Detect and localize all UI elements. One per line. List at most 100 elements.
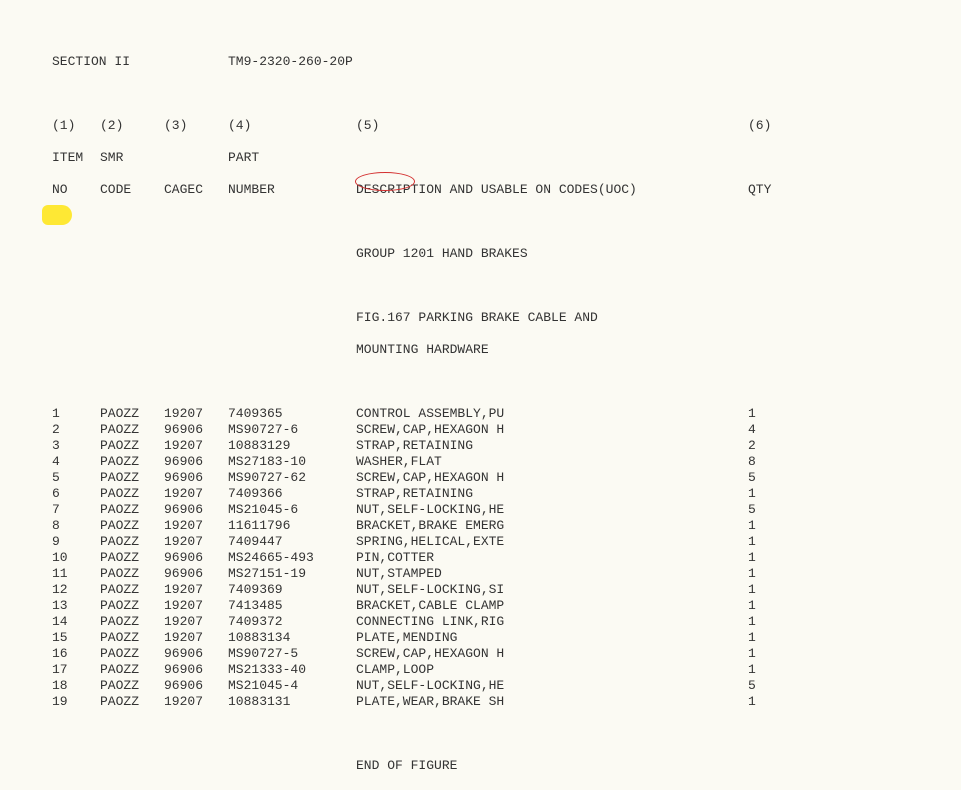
col-part-number: 7409365 <box>228 406 356 422</box>
col-part-number: 10883131 <box>228 694 356 710</box>
col-smr-code: PAOZZ <box>100 694 164 710</box>
figure-line-2: MOUNTING HARDWARE <box>52 342 788 358</box>
col-item-no: 15 <box>52 630 100 646</box>
col-smr-code: PAOZZ <box>100 470 164 486</box>
col-description: SCREW,CAP,HEXAGON H <box>356 422 748 438</box>
figure-line-1: FIG.167 PARKING BRAKE CABLE AND <box>52 310 788 326</box>
col-item-no: 2 <box>52 422 100 438</box>
col-qty: 1 <box>748 486 788 502</box>
col-item-no: 17 <box>52 662 100 678</box>
col-item-no: 18 <box>52 678 100 694</box>
table-row: 9PAOZZ192077409447SPRING,HELICAL,EXTE1 <box>52 534 788 550</box>
section-label: SECTION II <box>52 54 100 70</box>
col-smr-code: PAOZZ <box>100 566 164 582</box>
col-item-no: 8 <box>52 518 100 534</box>
col-description: NUT,SELF-LOCKING,HE <box>356 502 748 518</box>
col-part-number: MS90727-62 <box>228 470 356 486</box>
table-row: 19PAOZZ1920710883131PLATE,WEAR,BRAKE SH1 <box>52 694 788 710</box>
col-item-no: 11 <box>52 566 100 582</box>
col-item-no: 7 <box>52 502 100 518</box>
blank-line <box>52 86 788 102</box>
table-row: 3PAOZZ1920710883129STRAP,RETAINING2 <box>52 438 788 454</box>
col-description: WASHER,FLAT <box>356 454 748 470</box>
col-smr-code: PAOZZ <box>100 550 164 566</box>
col-smr-code: PAOZZ <box>100 502 164 518</box>
table-row: 12PAOZZ192077409369NUT,SELF-LOCKING,SI1 <box>52 582 788 598</box>
col-part-number: MS27183-10 <box>228 454 356 470</box>
table-row: 8PAOZZ1920711611796BRACKET,BRAKE EMERG1 <box>52 518 788 534</box>
col-item-no: 6 <box>52 486 100 502</box>
col-qty: 1 <box>748 550 788 566</box>
col-item-no: 5 <box>52 470 100 486</box>
col-description: CONTROL ASSEMBLY,PU <box>356 406 748 422</box>
col-smr-code: PAOZZ <box>100 534 164 550</box>
col-description: NUT,SELF-LOCKING,SI <box>356 582 748 598</box>
col-description: NUT,STAMPED <box>356 566 748 582</box>
col-description: PLATE,WEAR,BRAKE SH <box>356 694 748 710</box>
blank-line <box>52 726 788 742</box>
col-part-number: 10883129 <box>228 438 356 454</box>
col-description: NUT,SELF-LOCKING,HE <box>356 678 748 694</box>
table-row: 18PAOZZ96906MS21045-4NUT,SELF-LOCKING,HE… <box>52 678 788 694</box>
group-line: GROUP 1201 HAND BRAKES <box>52 246 788 262</box>
col-description: STRAP,RETAINING <box>356 486 748 502</box>
col-qty: 1 <box>748 534 788 550</box>
manual-number: TM9-2320-260-20P <box>228 54 356 70</box>
col-part-number: 7409447 <box>228 534 356 550</box>
col-description: SPRING,HELICAL,EXTE <box>356 534 748 550</box>
col-qty: 1 <box>748 646 788 662</box>
col-description: SCREW,CAP,HEXAGON H <box>356 470 748 486</box>
col-smr-code: PAOZZ <box>100 438 164 454</box>
col-smr-code: PAOZZ <box>100 454 164 470</box>
col-item-no: 1 <box>52 406 100 422</box>
col-description: CONNECTING LINK,RIG <box>356 614 748 630</box>
col-item-no: 13 <box>52 598 100 614</box>
col-qty: 1 <box>748 582 788 598</box>
col-cagec: 19207 <box>164 694 228 710</box>
column-numbers: (1)(2)(3)(4)(5)(6) <box>52 118 788 134</box>
header-line-1: SECTION II TM9-2320-260-20P <box>52 54 788 70</box>
col-qty: 5 <box>748 470 788 486</box>
col-cagec: 96906 <box>164 550 228 566</box>
col-item-no: 12 <box>52 582 100 598</box>
col-item-no: 9 <box>52 534 100 550</box>
col-qty: 5 <box>748 502 788 518</box>
table-row: 16PAOZZ96906MS90727-5SCREW,CAP,HEXAGON H… <box>52 646 788 662</box>
col-qty: 1 <box>748 614 788 630</box>
col-description: BRACKET,CABLE CLAMP <box>356 598 748 614</box>
col-part-number: MS90727-5 <box>228 646 356 662</box>
col-part-number: MS21045-4 <box>228 678 356 694</box>
col-qty: 1 <box>748 598 788 614</box>
col-part-number: 7409366 <box>228 486 356 502</box>
blank-line <box>52 278 788 294</box>
table-row: 17PAOZZ96906MS21333-40CLAMP,LOOP1 <box>52 662 788 678</box>
col-cagec: 19207 <box>164 406 228 422</box>
col-description: PIN,COTTER <box>356 550 748 566</box>
col-qty: 1 <box>748 518 788 534</box>
col-part-number: 10883134 <box>228 630 356 646</box>
col-part-number: MS27151-19 <box>228 566 356 582</box>
table-row: 13PAOZZ192077413485BRACKET,CABLE CLAMP1 <box>52 598 788 614</box>
col-cagec: 19207 <box>164 582 228 598</box>
table-row: 15PAOZZ1920710883134PLATE,MENDING1 <box>52 630 788 646</box>
col-qty: 1 <box>748 406 788 422</box>
col-part-number: 7409372 <box>228 614 356 630</box>
col-cagec: 96906 <box>164 454 228 470</box>
col-part-number: MS21333-40 <box>228 662 356 678</box>
col-smr-code: PAOZZ <box>100 630 164 646</box>
table-row: 5PAOZZ96906MS90727-62SCREW,CAP,HEXAGON H… <box>52 470 788 486</box>
col-item-no: 16 <box>52 646 100 662</box>
col-qty: 8 <box>748 454 788 470</box>
col-qty: 4 <box>748 422 788 438</box>
col-cagec: 96906 <box>164 470 228 486</box>
col-cagec: 96906 <box>164 678 228 694</box>
col-description: SCREW,CAP,HEXAGON H <box>356 646 748 662</box>
table-row: 4PAOZZ96906MS27183-10WASHER,FLAT8 <box>52 454 788 470</box>
col-description: BRACKET,BRAKE EMERG <box>356 518 748 534</box>
col-part-number: MS21045-6 <box>228 502 356 518</box>
col-smr-code: PAOZZ <box>100 582 164 598</box>
col-item-no: 3 <box>52 438 100 454</box>
col-smr-code: PAOZZ <box>100 678 164 694</box>
col-smr-code: PAOZZ <box>100 422 164 438</box>
col-item-no: 19 <box>52 694 100 710</box>
